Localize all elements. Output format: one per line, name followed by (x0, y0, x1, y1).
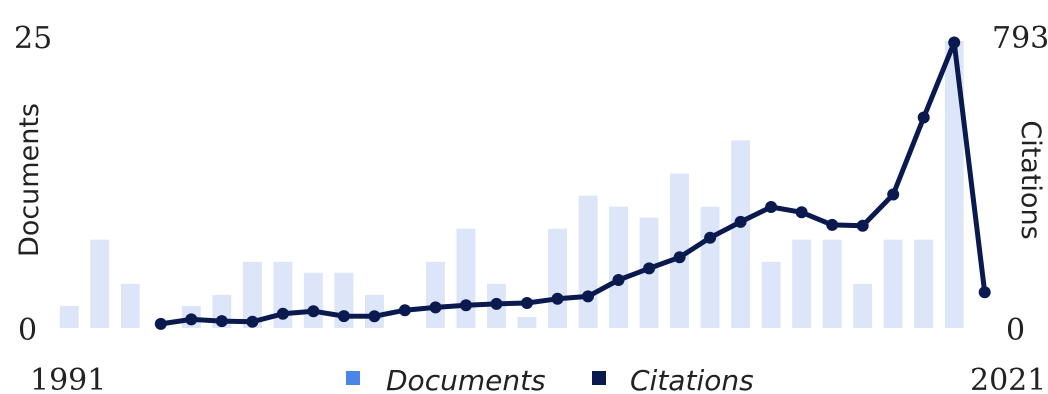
citation-point (582, 290, 594, 303)
citation-point (307, 305, 320, 318)
document-bar (700, 206, 720, 328)
document-bar (242, 261, 262, 328)
document-bar (914, 239, 934, 328)
citation-point (887, 188, 900, 201)
y-right-max-label: 793 (992, 21, 1048, 56)
citation-point (948, 36, 961, 49)
citation-point (795, 206, 808, 219)
legend-documents-label: Documents (386, 364, 546, 394)
document-bar (303, 272, 323, 328)
document-bar (944, 41, 964, 328)
document-bar (761, 261, 781, 328)
citation-point (154, 317, 167, 330)
y-left-axis-title: Documents (14, 103, 45, 257)
document-bar (731, 140, 751, 328)
citation-point (276, 307, 289, 320)
y-left-min-label: 0 (18, 313, 37, 348)
citation-point (765, 201, 778, 213)
document-bar (670, 173, 689, 328)
citation-point (978, 286, 991, 299)
legend-citations-swatch (592, 371, 606, 385)
citation-point (337, 310, 350, 323)
citation-point (643, 262, 656, 275)
citation-point (551, 292, 564, 305)
document-bar (59, 305, 79, 328)
citation-point (215, 315, 228, 328)
citation-line-group (154, 36, 991, 330)
y-right-axis-title: Citations (1015, 120, 1046, 239)
citation-point (673, 251, 686, 264)
citation-point (490, 297, 503, 310)
document-bar (426, 261, 445, 328)
document-bar (456, 228, 476, 328)
x-end-label: 2021 (970, 363, 1046, 394)
document-bar (883, 239, 903, 328)
citation-point (429, 301, 442, 314)
citation-point (734, 215, 747, 228)
document-bar (90, 239, 110, 328)
citation-point (612, 274, 625, 286)
citation-point (704, 231, 717, 244)
document-bar (578, 195, 598, 328)
document-bar (792, 239, 812, 328)
document-bar (609, 206, 628, 328)
citation-point (368, 310, 381, 323)
document-bar (853, 283, 873, 328)
legend: Documents Citations (346, 364, 754, 394)
document-bar (822, 239, 842, 328)
document-bars (59, 41, 964, 328)
citation-point (185, 313, 198, 326)
y-left-max-label: 25 (14, 21, 52, 56)
citation-point (826, 218, 839, 231)
document-bar (120, 283, 140, 328)
document-bar (517, 317, 537, 328)
citation-point (460, 299, 472, 312)
citation-point (856, 219, 869, 232)
document-bar (548, 228, 567, 328)
legend-documents-swatch (346, 371, 360, 385)
citation-line (160, 40, 988, 327)
legend-citations-label: Citations (630, 364, 754, 394)
y-right-min-label: 0 (1006, 313, 1025, 348)
citation-point (246, 315, 259, 328)
x-start-label: 1991 (30, 363, 106, 394)
citation-point (521, 297, 533, 309)
citation-point (917, 111, 930, 124)
citation-point (398, 304, 411, 317)
